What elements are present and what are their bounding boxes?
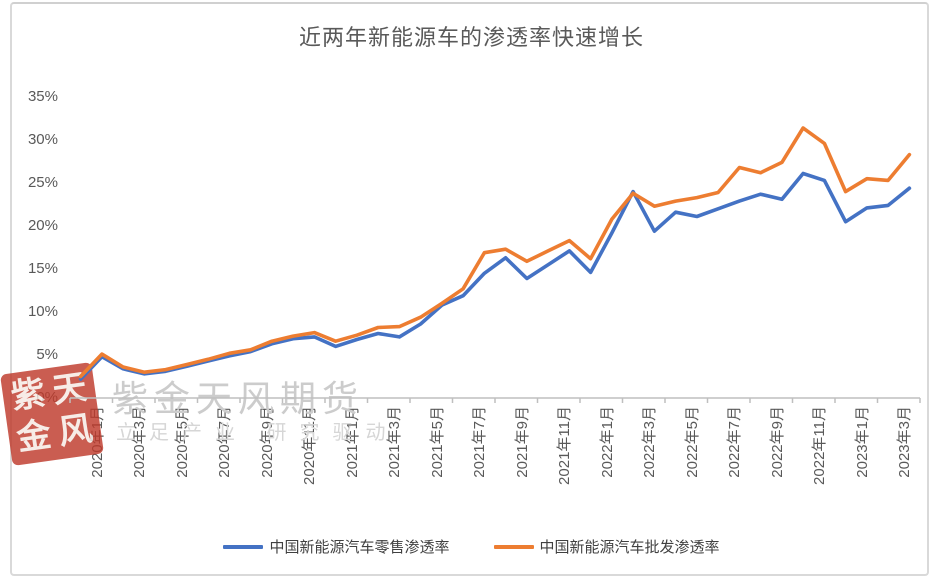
chart-legend: 中国新能源汽车零售渗透率 中国新能源汽车批发渗透率 — [0, 536, 943, 557]
y-tick-label: 15% — [27, 260, 58, 277]
y-tick-label: 5% — [36, 346, 58, 363]
series-line — [78, 126, 912, 379]
watermark-subtext: 立足产业 研究驱动 — [116, 422, 399, 444]
chart-title: 近两年新能源车的渗透率快速增长 — [298, 25, 644, 50]
y-tick-label: 20% — [27, 217, 58, 234]
x-axis — [69, 397, 921, 403]
legend-swatch-wholesale — [493, 544, 534, 549]
legend-swatch-retail — [223, 544, 264, 549]
chart-series-lines — [78, 126, 912, 381]
legend-item-wholesale: 中国新能源汽车批发渗透率 — [493, 536, 720, 557]
y-tick-label: 30% — [27, 131, 58, 148]
y-tick-label: 35% — [27, 88, 58, 105]
series-line — [78, 171, 912, 381]
legend-item-retail: 中国新能源汽车零售渗透率 — [223, 536, 450, 557]
legend-label-retail: 中国新能源汽车零售渗透率 — [269, 539, 450, 556]
y-tick-label: 10% — [27, 303, 58, 320]
y-tick-label: 25% — [27, 174, 58, 191]
legend-label-wholesale: 中国新能源汽车批发渗透率 — [539, 539, 720, 556]
